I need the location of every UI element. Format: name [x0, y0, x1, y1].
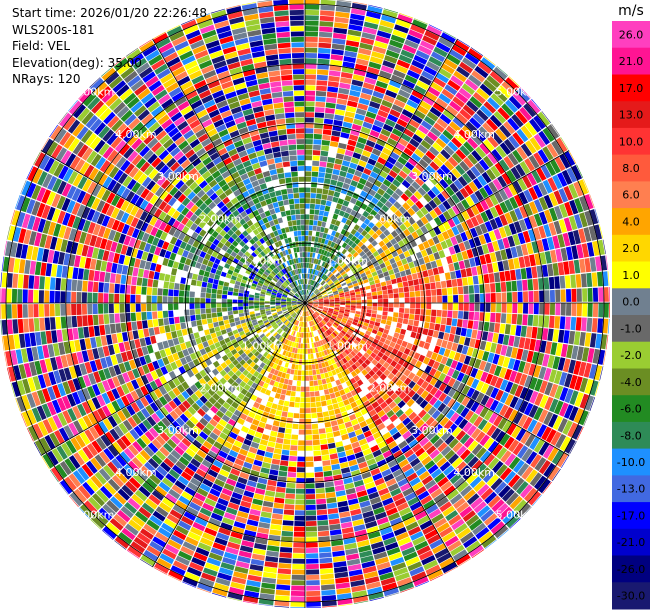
- range-ring-label: 2.00km: [200, 382, 242, 395]
- azimuth-spoke: [152, 302, 306, 568]
- range-ring-label: 3.00km: [411, 170, 453, 183]
- colorbar-swatch: [612, 101, 650, 129]
- colorbar-tick-label: -17.0: [617, 510, 645, 523]
- colorbar-tick-label: 17.0: [619, 82, 644, 95]
- colorbar-swatch: [612, 555, 650, 583]
- colorbar-tick-label: 26.0: [619, 28, 644, 41]
- radar-cells: [0, 0, 611, 609]
- radar-gate-group: [17, 5, 611, 608]
- elevation-label: Elevation(deg): 35.00: [12, 56, 142, 70]
- colorbar-swatch: [612, 181, 650, 209]
- azimuth-spoke: [40, 302, 306, 456]
- radar-gate-group: [1, 12, 603, 592]
- field-label: Field: VEL: [12, 39, 71, 53]
- colorbar-swatch: [612, 475, 650, 503]
- colorbar-tick-label: -30.0: [617, 590, 645, 603]
- range-ring-label: 5.00km: [73, 508, 115, 521]
- colorbar-tick-label: 8.0: [622, 162, 640, 175]
- colorbar-tick-label: 10.0: [619, 135, 644, 148]
- azimuth-spoke: [304, 38, 458, 304]
- range-ring-label: 5.00km: [496, 508, 538, 521]
- colorbar-swatch: [612, 208, 650, 236]
- azimuth-spoke: [40, 150, 306, 304]
- range-ring-label: 1.00km: [327, 255, 369, 268]
- colorbar-swatch: [612, 368, 650, 396]
- radar-gate-group: [6, 15, 589, 604]
- colorbar-swatch: [612, 127, 650, 156]
- colorbar-tick-label: 0.0: [622, 296, 640, 309]
- colorbar-swatch: [612, 582, 650, 610]
- azimuth-spoke: [152, 38, 306, 304]
- colorbar-tick-label: -26.0: [617, 563, 645, 576]
- colorbar-tick-label: -10.0: [617, 456, 645, 469]
- colorbar-swatch: [612, 21, 650, 49]
- colorbar-swatch: [612, 261, 650, 289]
- radar-gate-group: [10, 0, 605, 602]
- range-ring-label: 4.00km: [115, 128, 157, 141]
- start-time-label: Start time: 2026/01/20 22:26:48: [12, 6, 207, 20]
- colorbar-swatch: [612, 448, 650, 476]
- radar-gate-group: [1, 2, 608, 607]
- colorbar-tick-label: 6.0: [622, 189, 640, 202]
- range-ring-label: 2.00km: [369, 382, 411, 395]
- colorbar-tick-label: -2.0: [620, 349, 641, 362]
- azimuth-spoke: [304, 302, 570, 456]
- site-label: WLS200s-181: [12, 23, 95, 37]
- range-ring-label: 3.00km: [411, 424, 453, 437]
- colorbar-swatch: [612, 341, 650, 369]
- radar-gate-group: [0, 0, 607, 607]
- colorbar-swatch: [612, 502, 650, 530]
- azimuth-spoke: [304, 150, 570, 304]
- colorbar-tick-label: 2.0: [622, 242, 640, 255]
- range-ring-label: 4.00km: [115, 466, 157, 479]
- range-ring-label: 1.00km: [242, 255, 284, 268]
- colorbar-tick-label: -21.0: [617, 536, 645, 549]
- range-ring-labels: 1.00km 1.00km 1.00km 1.00km 2.00km 2.00km 2.00…: [73, 86, 537, 522]
- colorbar-tick-label: -13.0: [617, 483, 645, 496]
- radar-gate-group: [1, 0, 573, 608]
- colorbar-unit: m/s: [618, 3, 644, 19]
- colorbar-swatch: [612, 74, 650, 102]
- range-ring-label: 3.00km: [157, 170, 199, 183]
- colorbar-tick-label: -1.0: [620, 322, 641, 335]
- colorbar-swatch: [612, 234, 650, 262]
- colorbar-tick-label: -4.0: [620, 376, 641, 389]
- colorbar-swatch: [612, 421, 650, 450]
- colorbar-swatch: [612, 528, 650, 556]
- colorbar-tick-label: -6.0: [620, 403, 641, 416]
- radar-gate-group: [2, 4, 609, 604]
- colorbar-tick-label: 1.0: [622, 269, 640, 282]
- colorbar-swatch: [612, 47, 650, 75]
- range-ring-label: 2.00km: [200, 212, 242, 225]
- range-ring-label: 4.00km: [453, 128, 495, 141]
- range-ring-label: 4.00km: [453, 466, 495, 479]
- radar-gate-group: [0, 8, 609, 602]
- colorbar: 26.0 21.0 17.0 13.0 10.0 8.0 6.0 4.0 2.0 1.0 0.0 -1…: [612, 3, 650, 610]
- range-ring-label: 1.00km: [327, 339, 369, 352]
- colorbar-swatch: [612, 315, 650, 343]
- range-ring-label: 5.00km: [496, 86, 538, 99]
- colorbar-swatch: [612, 154, 650, 182]
- azimuth-spokes: [0, 0, 610, 608]
- range-ring-label: 2.00km: [369, 212, 411, 225]
- radar-gate-group: [4, 0, 597, 600]
- range-ring-label: 5.00km: [73, 86, 115, 99]
- range-ring-label: 3.00km: [157, 424, 199, 437]
- colorbar-tick-label: 13.0: [619, 109, 644, 122]
- colorbar-swatch: [612, 395, 650, 423]
- colorbar-tick-label: -8.0: [620, 429, 641, 442]
- nrays-label: NRays: 120: [12, 72, 81, 86]
- colorbar-tick-label: 4.0: [622, 216, 640, 229]
- azimuth-spoke: [304, 302, 458, 568]
- colorbar-swatch: [612, 288, 650, 316]
- colorbar-tick-label: 21.0: [619, 55, 644, 68]
- range-ring-label: 1.00km: [242, 339, 284, 352]
